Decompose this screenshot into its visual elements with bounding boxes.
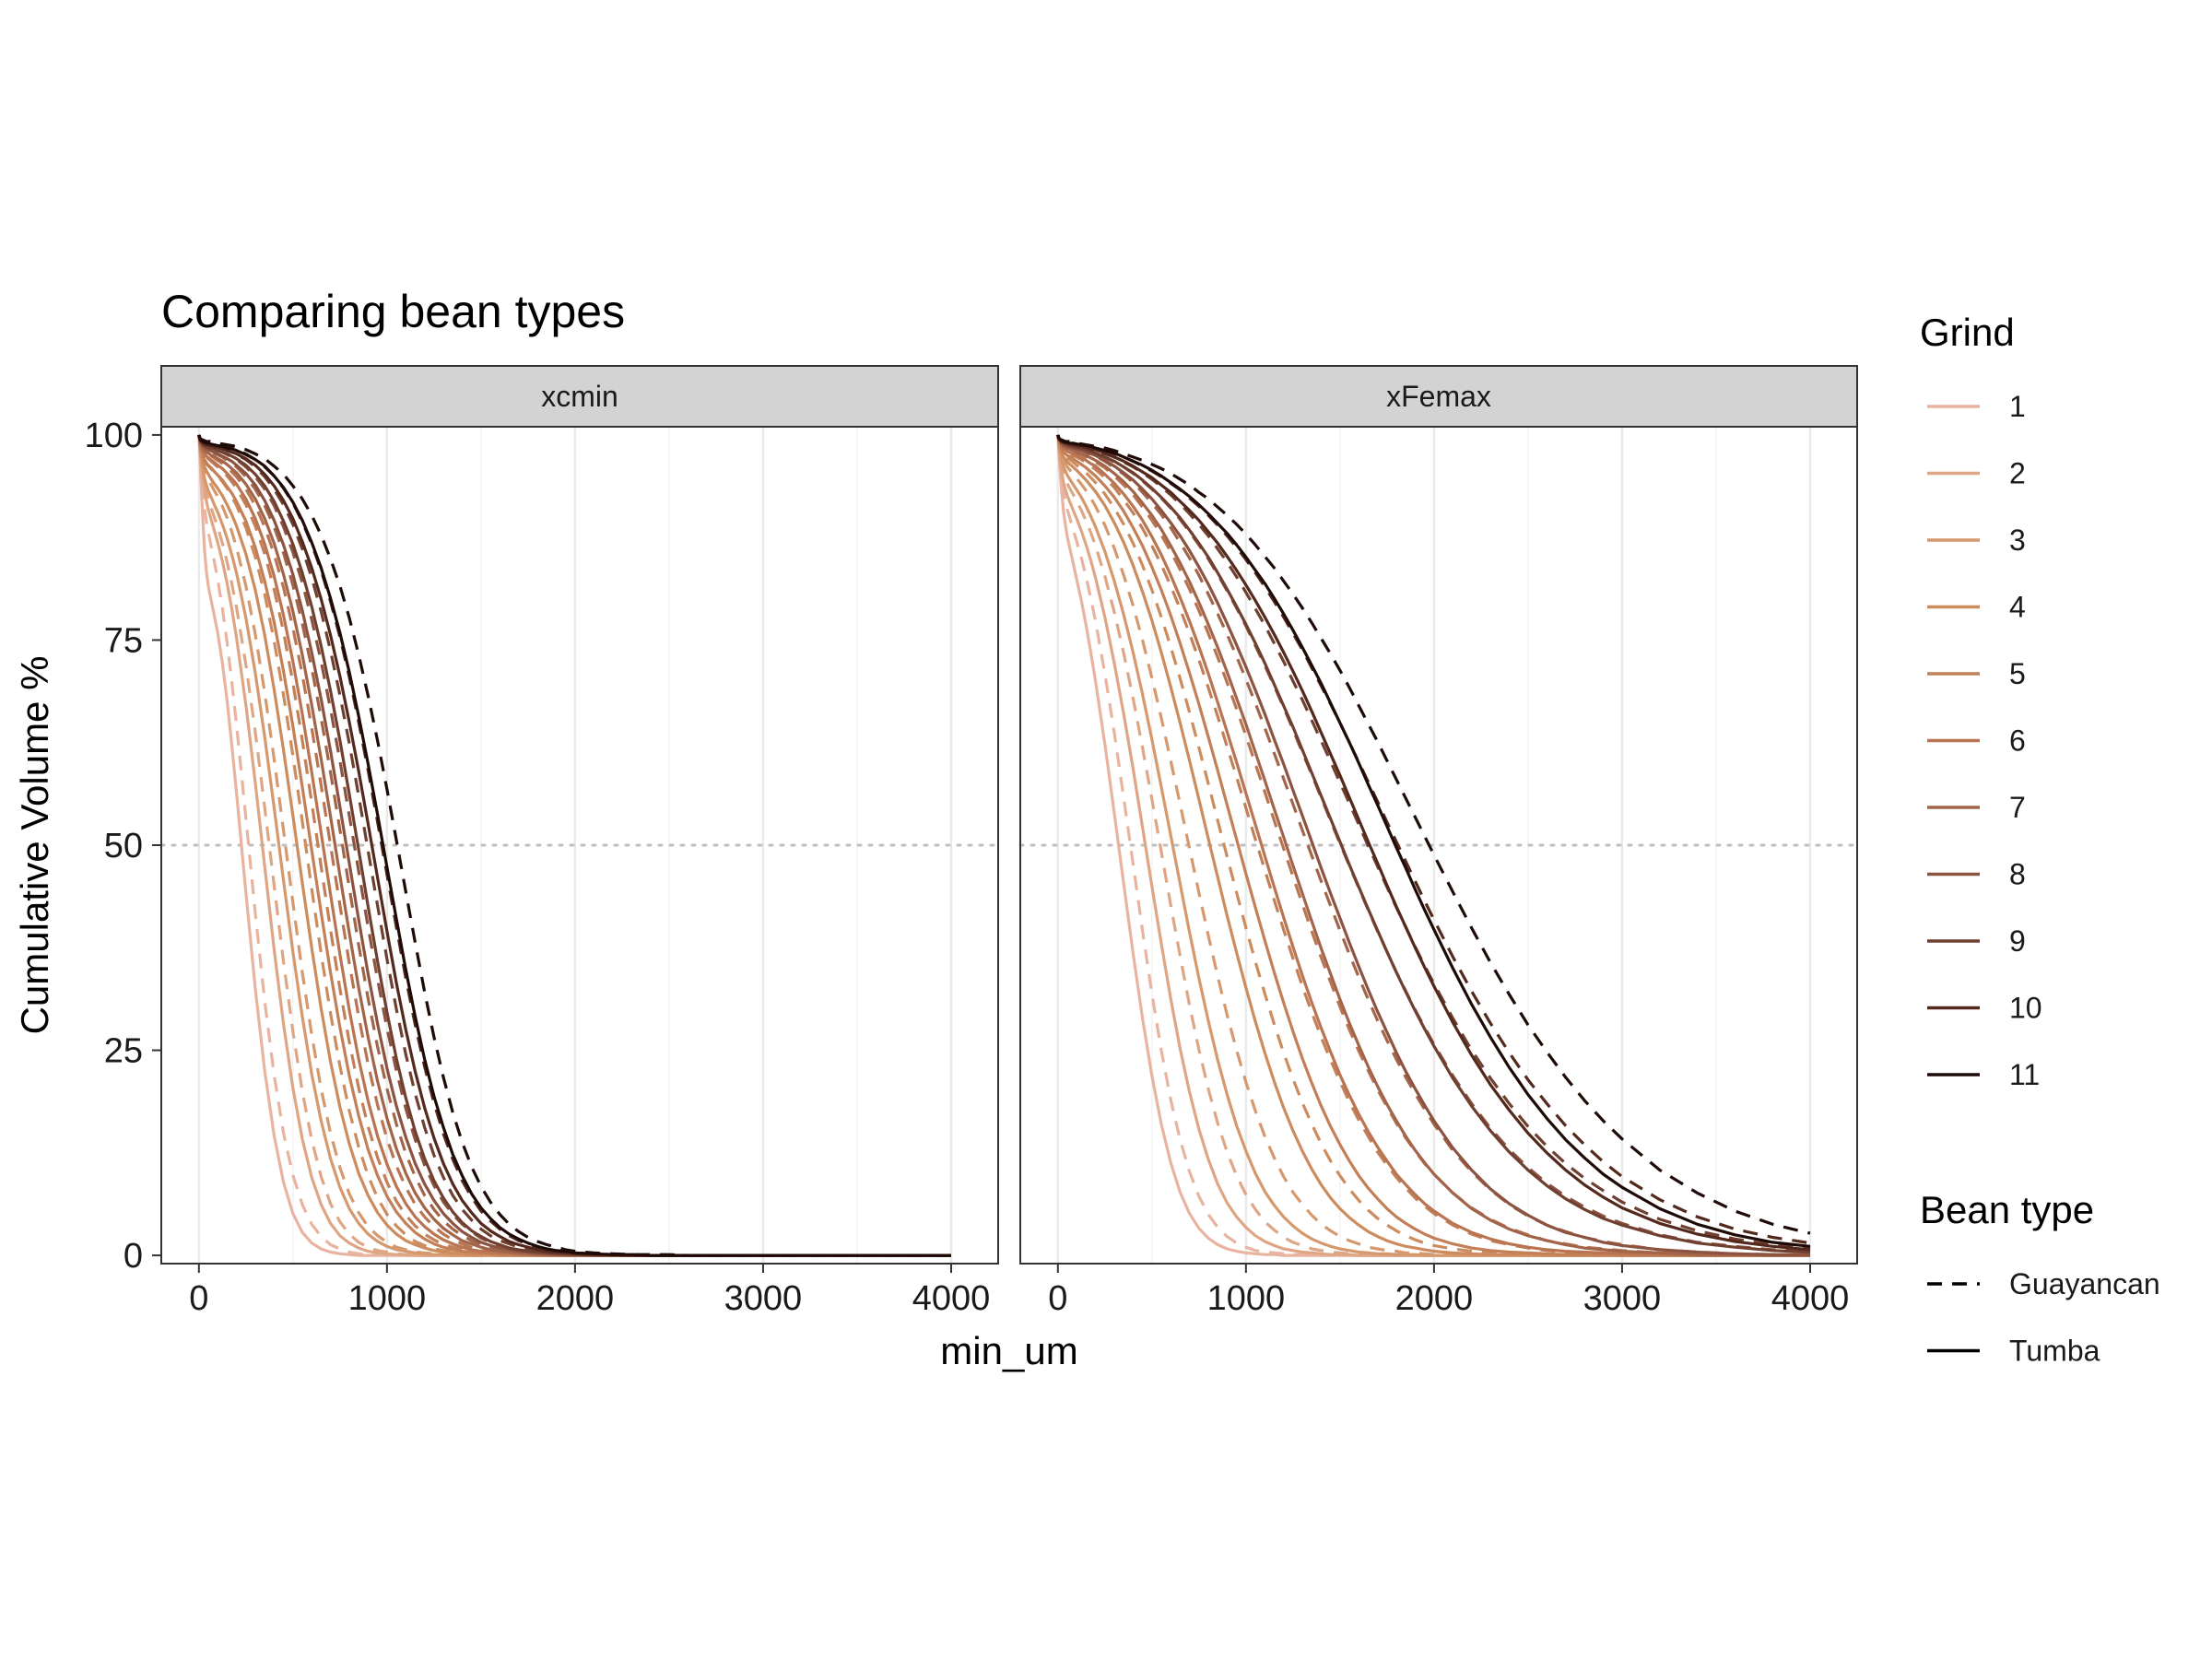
x-tick-label: 1000 bbox=[348, 1279, 427, 1318]
series-line-grind-5-guayancan bbox=[1056, 434, 1810, 1257]
legend-label-grind-2: 2 bbox=[2009, 457, 2026, 490]
legend-label-grind-10: 10 bbox=[2009, 992, 2042, 1025]
legend-grind-title: Grind bbox=[1920, 311, 2015, 354]
series-line-grind-11-tumba bbox=[197, 434, 951, 1257]
x-tick-label: 2000 bbox=[536, 1279, 615, 1318]
series-line-grind-11-guayancan bbox=[1056, 434, 1811, 1235]
series-line-grind-5-tumba bbox=[1056, 434, 1810, 1257]
facet-strip-background bbox=[1019, 365, 1858, 428]
chart-title: Comparing bean types bbox=[161, 286, 625, 337]
grid-lines bbox=[159, 427, 1000, 1264]
x-tick-label: 3000 bbox=[1583, 1279, 1662, 1318]
legend-bean-type: Bean type Guayancan Tumba bbox=[1920, 1188, 2160, 1368]
series-line-grind-3-guayancan bbox=[197, 434, 951, 1257]
series-group bbox=[1056, 434, 1811, 1257]
series-line-grind-10-tumba bbox=[1056, 434, 1811, 1252]
series-line-grind-6-tumba bbox=[1056, 434, 1810, 1257]
series-line-grind-8-tumba bbox=[1056, 434, 1810, 1256]
legend-label-grind-6: 6 bbox=[2009, 724, 2026, 758]
x-tick-label: 0 bbox=[189, 1279, 208, 1318]
legend-label-grind-4: 4 bbox=[2009, 591, 2026, 624]
facet-panel-xFemax: xFemax 0 1000 2000 3000 4000 bbox=[1018, 365, 1859, 1318]
y-tick-label: 25 bbox=[104, 1032, 143, 1071]
x-tick-label: 3000 bbox=[724, 1279, 803, 1318]
legend-label-grind-5: 5 bbox=[2009, 657, 2026, 690]
legend-label-grind-1: 1 bbox=[2009, 390, 2026, 423]
legend-grind: Grind 1 2 3 4 5 6 7 8 9 10 11 bbox=[1920, 311, 2042, 1091]
y-axis-title: Cumulative Volume % bbox=[13, 656, 56, 1035]
x-tick-label: 4000 bbox=[912, 1279, 991, 1318]
panel-border bbox=[1019, 426, 1858, 1265]
legend-label-tumba: Tumba bbox=[2009, 1335, 2100, 1368]
facet-strip-label: xFemax bbox=[1386, 380, 1491, 413]
series-line-grind-4-guayancan bbox=[1056, 434, 1810, 1257]
x-tick-label: 0 bbox=[1048, 1279, 1067, 1318]
y-axis-ticks: 0 25 50 75 100 bbox=[85, 417, 161, 1276]
grid-lines bbox=[1018, 427, 1859, 1264]
legend-label-grind-3: 3 bbox=[2009, 524, 2026, 557]
y-tick-label: 100 bbox=[85, 417, 143, 455]
x-axis-ticks: 0 1000 2000 3000 4000 bbox=[189, 1264, 990, 1318]
series-line-grind-9-tumba bbox=[1056, 434, 1811, 1254]
x-tick-label: 4000 bbox=[1771, 1279, 1850, 1318]
y-tick-label: 75 bbox=[104, 621, 143, 660]
y-tick-label: 50 bbox=[104, 827, 143, 865]
series-line-grind-3-guayancan bbox=[1056, 434, 1810, 1257]
facet-panel-xcmin: xcmin 0 1000 2000 3000 4000 bbox=[159, 365, 1000, 1318]
x-tick-label: 2000 bbox=[1395, 1279, 1474, 1318]
x-axis-ticks: 0 1000 2000 3000 4000 bbox=[1048, 1264, 1849, 1318]
legend-label-grind-8: 8 bbox=[2009, 858, 2026, 891]
series-group bbox=[197, 434, 951, 1257]
series-line-grind-7-tumba bbox=[1056, 434, 1810, 1257]
legend-label-grind-7: 7 bbox=[2009, 791, 2026, 824]
series-line-grind-11-guayancan bbox=[197, 434, 951, 1257]
facet-strip-background bbox=[160, 365, 999, 428]
legend-label-grind-9: 9 bbox=[2009, 924, 2026, 958]
legend-label-guayancan: Guayancan bbox=[2009, 1267, 2160, 1300]
x-tick-label: 1000 bbox=[1207, 1279, 1286, 1318]
legend-label-grind-11: 11 bbox=[2009, 1058, 2040, 1091]
y-tick-label: 0 bbox=[124, 1237, 143, 1276]
x-axis-title: min_um bbox=[940, 1329, 1077, 1372]
facet-strip-label: xcmin bbox=[541, 380, 618, 413]
series-line-grind-1-guayancan bbox=[1056, 434, 1810, 1257]
legend-bean-type-title: Bean type bbox=[1920, 1188, 2094, 1231]
